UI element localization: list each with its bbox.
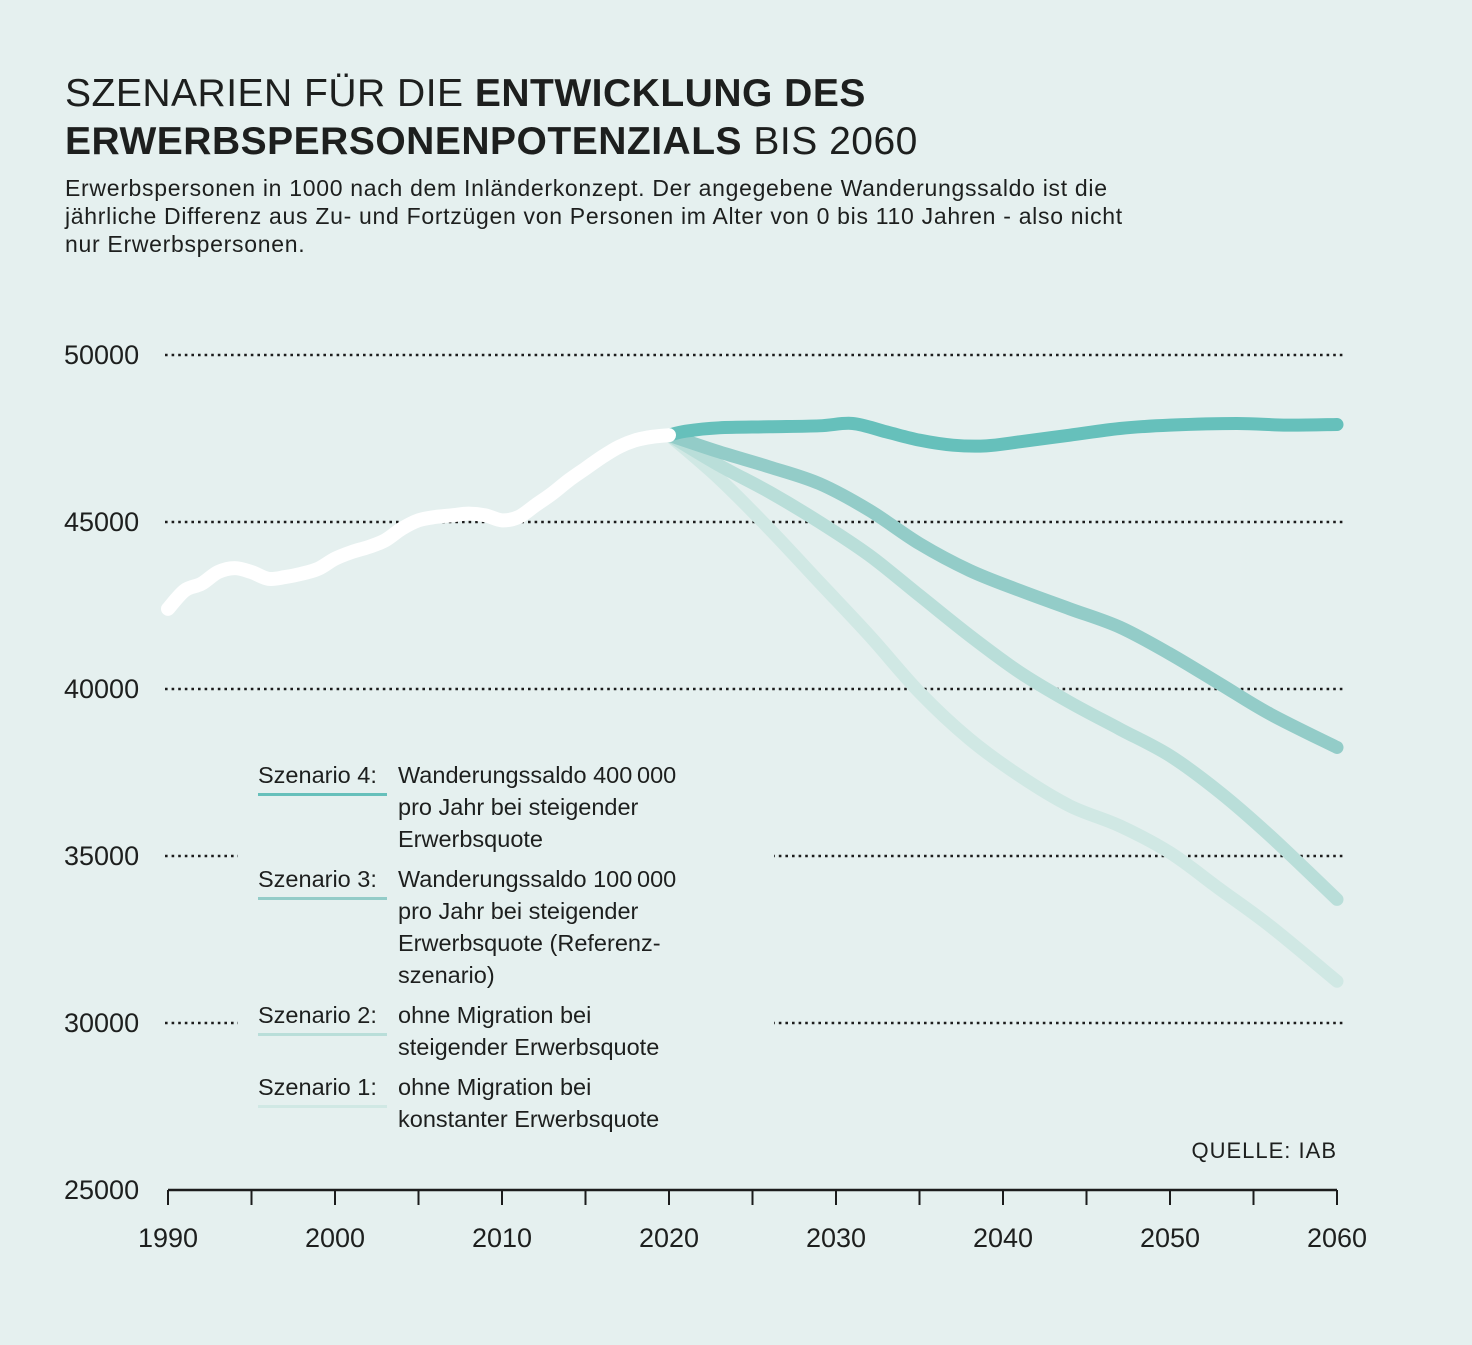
legend-description-line: steigender Erwerbsquote (398, 1034, 660, 1060)
legend-key-szenario-3: Szenario 3: (258, 863, 387, 900)
legend-item-szenario-4: Szenario 4: Wanderungssaldo 400 000 pro Ja… (258, 759, 708, 855)
legend-description-line: konstanter Erwerbsquote (398, 1106, 660, 1132)
x-tick-label-2030: 2030 (806, 1223, 866, 1253)
x-axis-labels: 1990 2000 2010 2020 2030 2040 2050 2060 (138, 1223, 1367, 1253)
series-line-szenario-4 (662, 416, 1344, 453)
x-tick-label-2060: 2060 (1307, 1223, 1367, 1253)
y-tick-label-40000: 40000 (64, 674, 139, 704)
x-tick-label-2050: 2050 (1140, 1223, 1200, 1253)
y-tick-label-35000: 35000 (64, 841, 139, 871)
title-segment-bold: ERWERBSPERSONENPOTENZIALS (65, 120, 743, 163)
legend-key-szenario-2: Szenario 2: (258, 999, 387, 1036)
x-tick-label-2000: 2000 (305, 1223, 365, 1253)
legend-item-szenario-3: Szenario 3: Wanderungssaldo 100 000 pro Ja… (258, 863, 708, 991)
y-tick-label-50000: 50000 (64, 340, 139, 370)
x-tick-label-2040: 2040 (973, 1223, 1033, 1253)
series-lines (161, 416, 1344, 988)
title-segment-regular: SZENARIEN FÜR DIE (65, 72, 475, 115)
legend-item-szenario-1: Szenario 1: ohne Migration bei konstanter … (258, 1071, 708, 1135)
source-label: QUELLE: IAB (1191, 1138, 1337, 1163)
legend-description-line: pro Jahr bei steigender (398, 794, 639, 820)
y-tick-label-45000: 45000 (64, 507, 139, 537)
legend-item-szenario-2: Szenario 2: ohne Migration bei steigender … (258, 999, 708, 1063)
x-axis (167, 1188, 1338, 1205)
legend-description-line: Erwerbsquote (Referenz- (398, 930, 661, 956)
chart-legend: Szenario 4: Wanderungssaldo 400 000 pro Ja… (238, 753, 774, 1145)
legend-label-column: Szenario 3: (258, 863, 398, 900)
y-tick-label-30000: 30000 (64, 1008, 139, 1038)
x-tick-label-1990: 1990 (138, 1223, 198, 1253)
y-axis-labels: 25000 30000 35000 40000 45000 50000 (64, 340, 139, 1205)
title-segment-regular: BIS 2060 (742, 120, 918, 163)
series-line-szenario-1 (662, 428, 1344, 988)
legend-key-szenario-4: Szenario 4: (258, 759, 387, 796)
legend-description-szenario-1: ohne Migration bei konstanter Erwerbsquot… (398, 1071, 708, 1135)
legend-description-szenario-3: Wanderungssaldo 100 000 pro Jahr bei stei… (398, 863, 708, 991)
series-line-erwerbspersonen-1990-2020 (161, 428, 676, 616)
legend-description-line: szenario) (398, 962, 495, 988)
subtitle-line: jährliche Differenz aus Zu- und Fortzüge… (65, 203, 1123, 229)
page-title: SZENARIEN FÜR DIE ENTWICKLUNG DES ERWERB… (65, 70, 918, 166)
legend-key-szenario-1: Szenario 1: (258, 1071, 387, 1108)
title-segment-bold: ENTWICKLUNG DES (474, 72, 866, 115)
series-line-szenario-2 (662, 428, 1344, 906)
legend-description-line: pro Jahr bei steigender (398, 898, 639, 924)
legend-description-szenario-4: Wanderungssaldo 400 000 pro Jahr bei stei… (398, 759, 708, 855)
x-tick-label-2010: 2010 (472, 1223, 532, 1253)
legend-description-line: Erwerbsquote (398, 826, 543, 852)
legend-label-column: Szenario 2: (258, 999, 398, 1036)
legend-description-line: ohne Migration bei (398, 1002, 592, 1028)
x-tick-label-2020: 2020 (639, 1223, 699, 1253)
legend-description-line: ohne Migration bei (398, 1074, 592, 1100)
legend-description-line: Wanderungssaldo 100 000 (398, 866, 677, 892)
legend-label-column: Szenario 4: (258, 759, 398, 796)
legend-label-column: Szenario 1: (258, 1071, 398, 1108)
subtitle-line: Erwerbspersonen in 1000 nach dem Inlände… (65, 175, 1108, 201)
legend-description-line: Wanderungssaldo 400 000 (398, 762, 677, 788)
subtitle-line: nur Erwerbspersonen. (65, 231, 306, 257)
y-tick-label-25000: 25000 (64, 1175, 139, 1205)
legend-description-szenario-2: ohne Migration bei steigender Erwerbsquot… (398, 999, 708, 1063)
chart-subtitle: Erwerbspersonen in 1000 nach dem Inlände… (65, 174, 1123, 258)
series-line-szenario-3 (662, 428, 1344, 754)
